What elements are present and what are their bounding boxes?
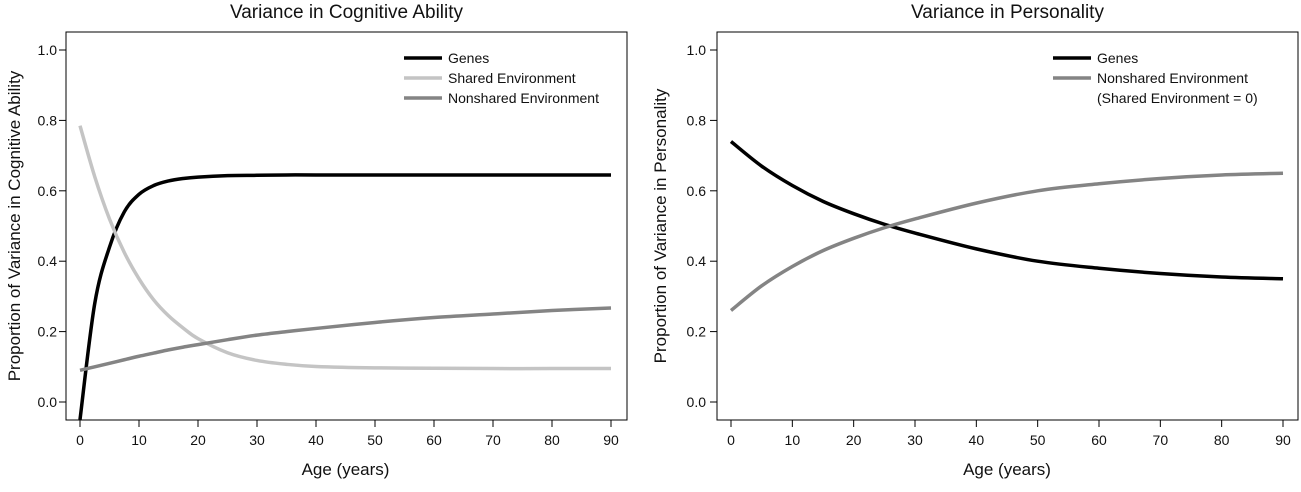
x-axis-label: Age (years): [963, 460, 1051, 479]
x-tick-label: 60: [426, 432, 442, 448]
legend-label-genes: Genes: [448, 50, 489, 66]
y-axis-label: Proportion of Variance in Personality: [651, 88, 670, 363]
y-tick-label: 0.0: [687, 394, 707, 410]
x-tick-label: 50: [367, 432, 383, 448]
y-tick-label: 0.8: [38, 112, 58, 128]
chart-title: Variance in Personality: [911, 2, 1104, 23]
x-tick-label: 80: [544, 432, 560, 448]
y-tick-label: 1.0: [38, 42, 58, 58]
chart-panel-2: Variance in Personality 0 10 20 30 40 50 60 70 80…: [651, 2, 1299, 479]
y-axis-label: Proportion of Variance in Cognitive Abil…: [5, 70, 24, 381]
x-tick-label: 90: [603, 432, 619, 448]
series-group: [78, 125, 612, 420]
legend: Genes Shared Environment Nonshared Environ…: [404, 50, 599, 106]
chart-panel-1: Variance in Cognitive Ability 0 10 20 30 40 50…: [5, 2, 628, 479]
x-tick-label: 40: [969, 432, 985, 448]
x-tick-label: 0: [727, 432, 735, 448]
series-line-nonshared-environment: [79, 306, 612, 373]
y-tick-label: 0.2: [687, 324, 707, 340]
series-line-genes: [729, 140, 1284, 281]
legend: Genes Nonshared Environment (Shared Enviro…: [1053, 50, 1258, 106]
x-tick-label: 10: [785, 432, 801, 448]
y-tick-label: 0.8: [687, 112, 707, 128]
y-tick-label: 1.0: [687, 42, 707, 58]
x-tick-label: 90: [1275, 432, 1291, 448]
x-tick-label: 10: [131, 432, 147, 448]
x-tick-label: 20: [190, 432, 206, 448]
legend-label-genes: Genes: [1097, 50, 1138, 66]
chart-title: Variance in Cognitive Ability: [230, 2, 464, 23]
x-tick-label: 30: [249, 432, 265, 448]
x-tick-label: 80: [1214, 432, 1230, 448]
y-tick-label: 0.4: [38, 253, 58, 269]
x-tick-label: 70: [485, 432, 501, 448]
x-axis-label: Age (years): [302, 460, 390, 479]
x-tick-label: 30: [907, 432, 923, 448]
y-tick-label: 0.6: [38, 183, 58, 199]
x-tick-label: 60: [1091, 432, 1107, 448]
x-tick-label: 20: [846, 432, 862, 448]
series-group: [729, 140, 1284, 312]
series-line-shared-environment: [78, 125, 611, 371]
y-tick-label: 0.0: [38, 394, 58, 410]
series-line-genes: [78, 173, 611, 420]
y-tick-label: 0.2: [38, 324, 58, 340]
legend-note: (Shared Environment = 0): [1097, 90, 1258, 106]
x-tick-label: 70: [1153, 432, 1169, 448]
x-tick-label: 50: [1030, 432, 1046, 448]
legend-label-nonshared-environment: Nonshared Environment: [1097, 70, 1248, 86]
series-line-nonshared-environment: [729, 171, 1284, 312]
x-tick-label: 40: [308, 432, 324, 448]
x-tick-label: 0: [76, 432, 84, 448]
legend-label-nonshared-environment: Nonshared Environment: [448, 90, 599, 106]
y-tick-label: 0.6: [687, 183, 707, 199]
y-tick-label: 0.4: [687, 253, 707, 269]
legend-label-shared-environment: Shared Environment: [448, 70, 576, 86]
